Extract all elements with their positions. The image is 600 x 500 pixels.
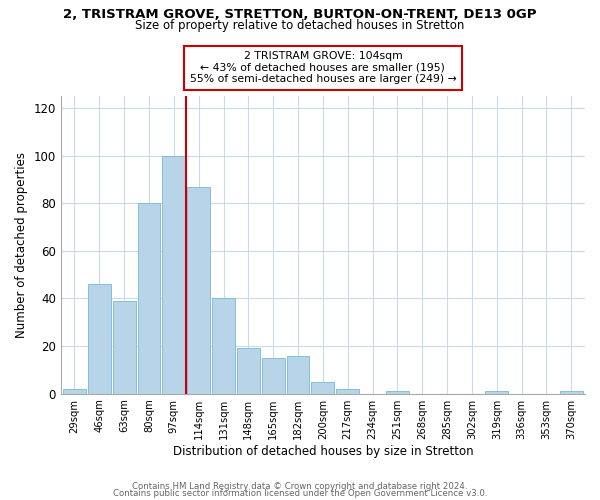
Bar: [386, 392, 409, 394]
Bar: [113, 301, 136, 394]
Bar: [187, 186, 210, 394]
Bar: [163, 156, 185, 394]
Bar: [287, 356, 310, 394]
Text: 2 TRISTRAM GROVE: 104sqm
← 43% of detached houses are smaller (195)
55% of semi-: 2 TRISTRAM GROVE: 104sqm ← 43% of detach…: [190, 51, 456, 84]
X-axis label: Distribution of detached houses by size in Stretton: Distribution of detached houses by size …: [173, 444, 473, 458]
Bar: [337, 389, 359, 394]
Text: Size of property relative to detached houses in Stretton: Size of property relative to detached ho…: [136, 18, 464, 32]
Text: Contains public sector information licensed under the Open Government Licence v3: Contains public sector information licen…: [113, 490, 487, 498]
Text: 2, TRISTRAM GROVE, STRETTON, BURTON-ON-TRENT, DE13 0GP: 2, TRISTRAM GROVE, STRETTON, BURTON-ON-T…: [63, 8, 537, 20]
Bar: [137, 203, 160, 394]
Bar: [262, 358, 284, 394]
Bar: [63, 389, 86, 394]
Bar: [485, 392, 508, 394]
Bar: [88, 284, 111, 394]
Bar: [560, 392, 583, 394]
Bar: [212, 298, 235, 394]
Bar: [237, 348, 260, 394]
Text: Contains HM Land Registry data © Crown copyright and database right 2024.: Contains HM Land Registry data © Crown c…: [132, 482, 468, 491]
Bar: [311, 382, 334, 394]
Y-axis label: Number of detached properties: Number of detached properties: [15, 152, 28, 338]
